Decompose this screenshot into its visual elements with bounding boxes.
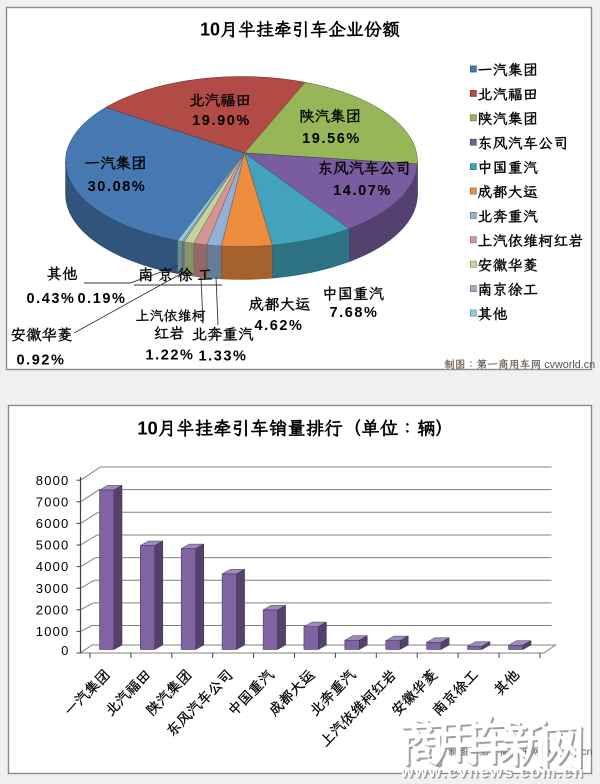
svg-text:1.22%: 1.22%	[145, 348, 194, 364]
svg-text:1000: 1000	[36, 624, 70, 639]
svg-text:0.43%: 0.43%	[26, 291, 75, 307]
svg-text:30.08%: 30.08%	[88, 179, 147, 195]
svg-text:3000: 3000	[36, 581, 70, 596]
svg-text:0: 0	[61, 643, 69, 658]
svg-text:7.68%: 7.68%	[329, 305, 378, 321]
svg-text:10: 10	[200, 20, 220, 40]
svg-text:6000: 6000	[36, 516, 70, 531]
svg-text:5000: 5000	[36, 538, 70, 553]
svg-text:8000: 8000	[36, 473, 70, 488]
svg-text:10: 10	[137, 418, 158, 439]
svg-text:www.cvnews.com.cn: www.cvnews.com.cn	[400, 764, 584, 781]
svg-text:cvworld.cn: cvworld.cn	[544, 359, 595, 371]
svg-text:14.07%: 14.07%	[333, 183, 392, 199]
svg-text:19.56%: 19.56%	[302, 131, 361, 147]
svg-text:7000: 7000	[36, 494, 70, 509]
svg-text:0.19%: 0.19%	[77, 291, 126, 307]
svg-text:19.90%: 19.90%	[192, 113, 251, 129]
svg-text:0.92%: 0.92%	[16, 353, 65, 369]
svg-text:1.33%: 1.33%	[198, 349, 247, 365]
svg-text:www.cvnews.com.cn: www.cvnews.com.cn	[401, 765, 585, 782]
svg-text:4.62%: 4.62%	[254, 318, 303, 334]
svg-text:4000: 4000	[36, 559, 70, 574]
svg-text:2000: 2000	[36, 602, 70, 617]
